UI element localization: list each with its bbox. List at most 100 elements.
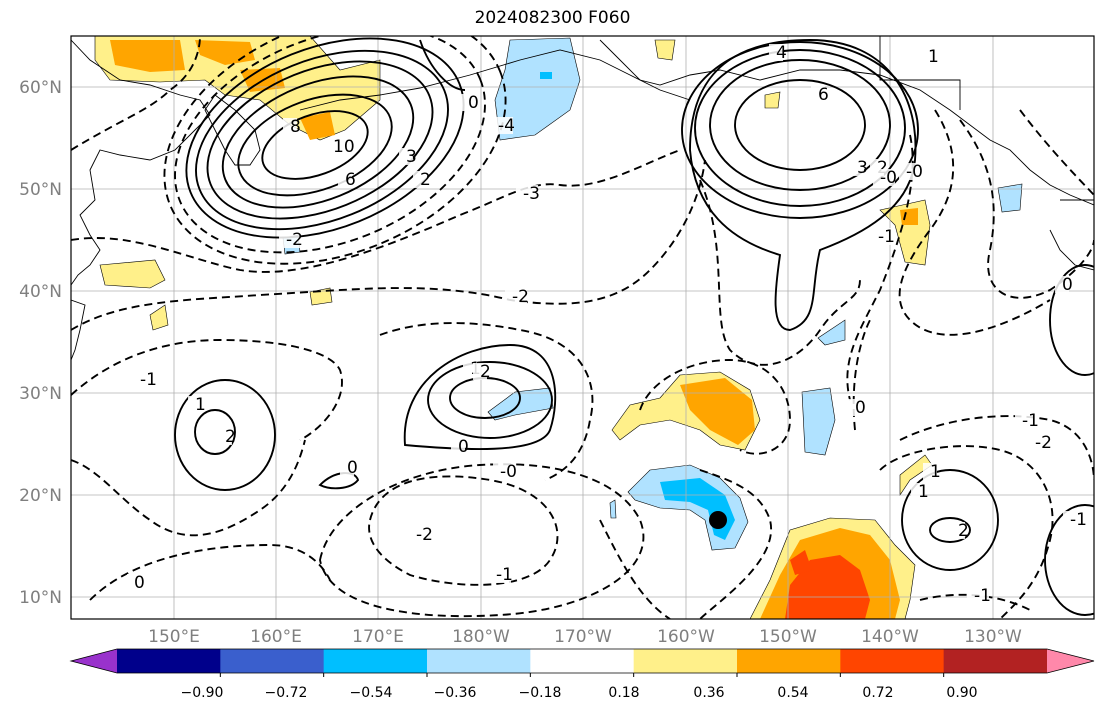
contour-line xyxy=(699,469,773,619)
contour-line xyxy=(929,517,971,543)
map-frame xyxy=(70,35,1095,620)
contour-label: -2 xyxy=(416,525,433,545)
canada-coastline xyxy=(879,36,961,110)
contour-label-bg xyxy=(1015,412,1037,429)
contour-label-bg xyxy=(951,522,965,539)
contour-line xyxy=(1019,109,1094,196)
contour-label: 2 xyxy=(420,170,431,190)
contour-label-bg xyxy=(338,171,352,188)
contour-line xyxy=(639,359,791,455)
colorbar-tick-label: −0.72 xyxy=(265,685,308,701)
negative-anomaly-region xyxy=(801,387,836,456)
positive-anomaly-region xyxy=(149,304,169,331)
lon-label: 170°E xyxy=(352,627,404,647)
na-coastline xyxy=(1049,229,1094,271)
lat-label: 10°N xyxy=(19,588,62,608)
contour-label: 1 xyxy=(928,47,939,67)
contour-label: 0 xyxy=(458,437,469,457)
contour-label: 2 xyxy=(225,427,236,447)
contour-line xyxy=(419,39,466,91)
colorbar-swatch xyxy=(427,649,531,673)
coastlines xyxy=(71,36,1094,361)
contour-label-bg xyxy=(1063,511,1085,528)
contour-label-bg xyxy=(491,117,513,134)
contour-label-bg xyxy=(473,363,487,380)
colorbar-tick-label: −0.18 xyxy=(519,685,562,701)
colorbar-tick-label: 0.36 xyxy=(693,685,724,701)
contour-label-bg xyxy=(409,526,431,543)
contour-line xyxy=(185,37,465,239)
contour-labels: 4681063210-3-2-1122100-2-1-000-1-212-10-… xyxy=(127,43,1087,606)
asia-coastline xyxy=(71,39,211,286)
lon-label: 170°W xyxy=(554,627,612,647)
contour-label: -0 xyxy=(880,168,897,188)
contour-line xyxy=(174,379,276,491)
negative-anomaly-region xyxy=(494,37,581,141)
colorbar-tick-label: −0.90 xyxy=(181,685,224,701)
contour-label-bg xyxy=(516,185,538,202)
contour-label-bg xyxy=(451,438,465,455)
japan-coastline xyxy=(71,299,86,361)
contour-line xyxy=(1049,264,1094,376)
contour-label-bg xyxy=(899,163,921,180)
lon-label: 160°E xyxy=(250,627,302,647)
colorbar xyxy=(69,648,1095,677)
contour-label: 1 xyxy=(195,395,206,415)
contour-label: -1 xyxy=(496,565,513,585)
contour-line xyxy=(71,149,681,273)
negative-anomaly-region xyxy=(997,183,1023,213)
contour-line xyxy=(71,439,306,537)
contour-line xyxy=(899,415,1094,481)
contour-label: -1 xyxy=(878,227,895,247)
contour-label: -0 xyxy=(906,162,923,182)
negative-anomaly-core xyxy=(540,72,552,79)
contour-label: 0 xyxy=(134,573,145,593)
contour-line xyxy=(206,60,434,220)
contour-label-bg xyxy=(911,483,925,500)
colorbar-swatch xyxy=(943,649,1048,673)
contour-line xyxy=(959,119,1094,299)
positive-anomaly-region xyxy=(99,259,166,289)
strong-positive-anomaly xyxy=(790,550,812,575)
contour-line xyxy=(694,49,906,207)
contour-label-bg xyxy=(769,44,783,61)
colorbar-swatch xyxy=(220,649,325,673)
contour-line xyxy=(221,75,415,209)
contour-label-bg xyxy=(850,159,864,176)
contour-label: 0 xyxy=(468,93,479,113)
contour-label: 2 xyxy=(877,158,888,178)
negative-anomaly-region xyxy=(487,387,554,421)
lon-axis: 150°E 160°E 170°E 180°W 170°W 160°W 150°… xyxy=(148,627,1022,647)
contour-label-bg xyxy=(340,459,354,476)
colorbar-swatch xyxy=(530,649,635,673)
contour-line xyxy=(898,109,1051,336)
lat-label: 30°N xyxy=(19,384,62,404)
contour-lines-dashed xyxy=(71,36,1094,619)
contour-line xyxy=(689,39,917,331)
contour-line xyxy=(879,445,1054,619)
location-marker[interactable] xyxy=(709,511,727,529)
colorbar-extend-max xyxy=(1047,649,1094,673)
contour-label: 3 xyxy=(406,147,417,167)
contour-label: -2 xyxy=(286,230,303,250)
colorbar-swatch xyxy=(737,649,841,673)
positive-anomaly-region xyxy=(764,91,781,109)
lon-label: 180°W xyxy=(452,627,510,647)
lon-label: 140°W xyxy=(861,627,919,647)
contour-line xyxy=(681,41,919,219)
contour-label-bg xyxy=(871,228,893,245)
colorbar-tick-label: 0.54 xyxy=(777,685,808,701)
colorbar-tick-label: 0.18 xyxy=(608,685,639,701)
contour-label-bg xyxy=(873,169,895,186)
contour-line xyxy=(89,544,331,601)
contour-label-bg xyxy=(399,148,413,165)
contour-line xyxy=(71,339,343,441)
colorbar-swatch xyxy=(633,649,738,673)
contour-label: 0 xyxy=(1062,275,1073,295)
contour-line xyxy=(319,463,645,618)
contour-label-bg xyxy=(218,428,232,445)
colorbar-tick-label: −0.36 xyxy=(434,685,477,701)
contour-label: -1 xyxy=(1070,510,1087,530)
contour-label-bg xyxy=(283,118,297,135)
contour-line xyxy=(261,110,369,180)
